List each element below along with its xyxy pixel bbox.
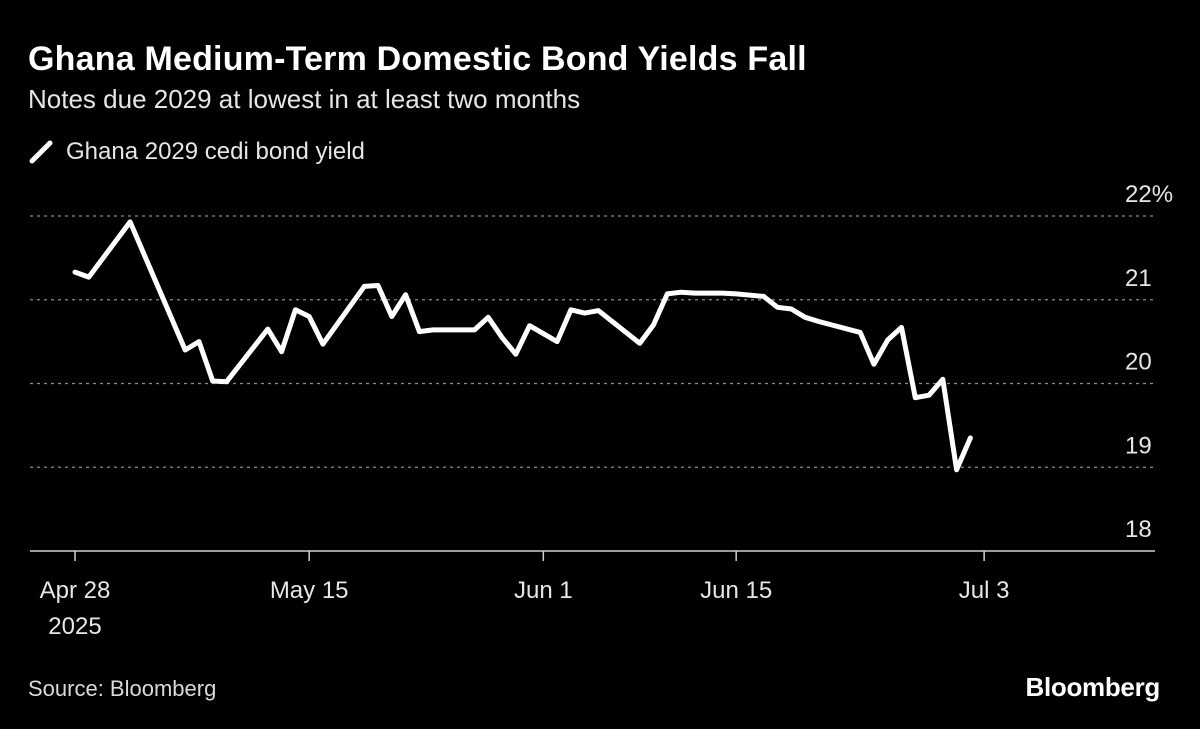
x-tick-label: Jun 1 [514, 577, 573, 604]
legend-line-icon [29, 140, 53, 164]
y-tick-label: 18 [1125, 516, 1152, 543]
legend: Ghana 2029 cedi bond yield [28, 138, 365, 166]
x-tick-year-label: 2025 [48, 613, 101, 640]
chart-title: Ghana Medium-Term Domestic Bond Yields F… [28, 40, 807, 78]
x-tick-label: Apr 28 [40, 577, 111, 604]
y-tick-label: 20 [1125, 349, 1152, 376]
source-note: Source: Bloomberg [28, 676, 217, 701]
series-line-0 [72, 219, 973, 473]
chart-subtitle: Notes due 2029 at lowest in at least two… [28, 84, 581, 114]
y-tick-label: 19 [1125, 432, 1152, 459]
grid-layer [30, 215, 1155, 468]
tick-labels: 22% 21 20 19 18 Apr 28 2025 May 15 Jun 1 Jun 15 Ju… [40, 181, 1173, 640]
series-layer [72, 219, 973, 473]
y-tick-label: 22% [1125, 181, 1173, 208]
legend-label: Ghana 2029 cedi bond yield [66, 138, 365, 165]
y-tick-label: 21 [1125, 265, 1152, 292]
x-tick-label: Jun 15 [700, 577, 772, 604]
x-tick-label: Jul 3 [959, 577, 1010, 604]
bloomberg-logo: Bloomberg [1025, 672, 1160, 702]
x-axis [30, 550, 1155, 561]
x-tick-label: May 15 [270, 577, 349, 604]
